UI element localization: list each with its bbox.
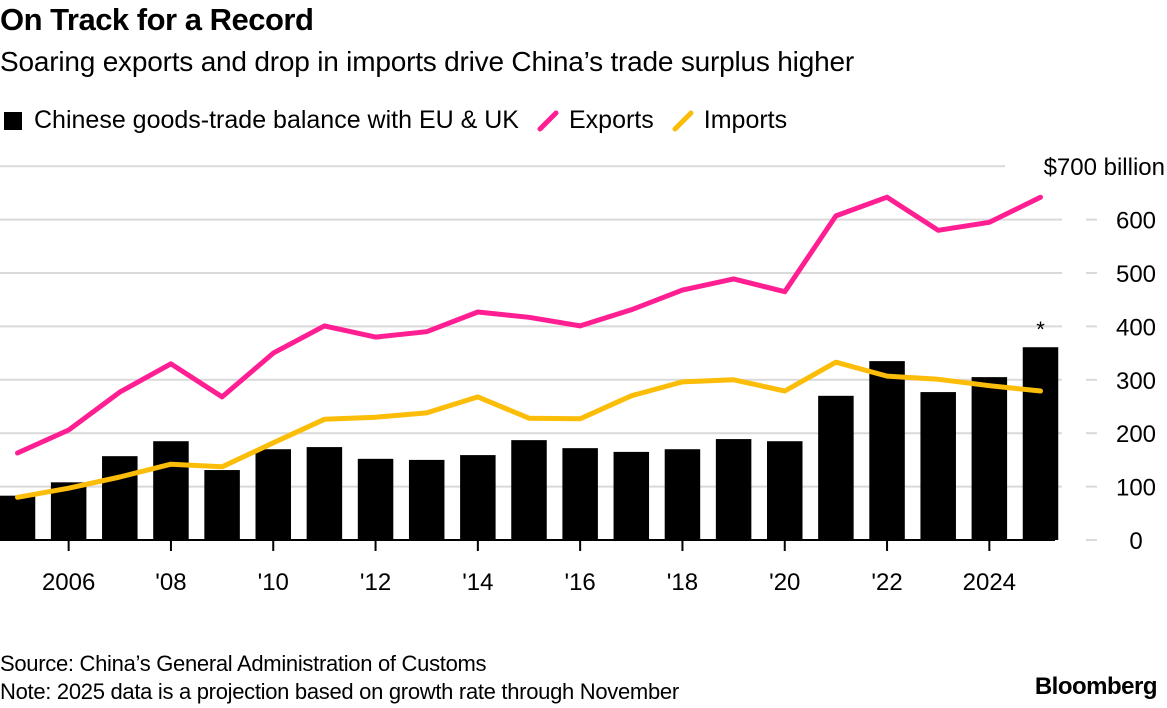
- bar: [511, 440, 547, 540]
- bar: [715, 439, 752, 540]
- chart-title: On Track for a Record: [0, 2, 314, 37]
- bar: [0, 495, 36, 540]
- legend-exports-line-icon: [537, 110, 559, 131]
- y-tick-label: 500: [1116, 261, 1156, 288]
- source-text: Source: China’s General Administration o…: [0, 651, 487, 676]
- bar: [408, 459, 445, 540]
- line-exports: [15, 194, 1043, 456]
- y-tick-label: $700 billion: [1044, 154, 1165, 181]
- x-tick-label: '10: [258, 569, 289, 596]
- x-tick-label: 2024: [963, 569, 1016, 596]
- chart-subtitle: Soaring exports and drop in imports driv…: [0, 46, 854, 77]
- x-tick-label: 2006: [42, 569, 95, 596]
- bar: [460, 455, 496, 540]
- legend-label-exports: Exports: [569, 106, 654, 134]
- y-tick-label: 400: [1116, 314, 1156, 341]
- bar: [153, 441, 189, 540]
- bar: [971, 377, 1008, 540]
- bar: [920, 392, 956, 540]
- x-tick-label: '12: [360, 569, 391, 596]
- x-tick-label: '22: [871, 569, 902, 596]
- y-tick-label: 0: [1129, 528, 1142, 555]
- bar: [664, 449, 701, 540]
- bar: [818, 395, 854, 540]
- legend-item-imports: Imports: [672, 106, 787, 135]
- legend: Chinese goods-trade balance with EU & UK…: [4, 106, 805, 135]
- bar-series: [0, 347, 1059, 540]
- line-series: [15, 194, 1043, 500]
- bar: [204, 470, 240, 540]
- y-tick-label: 100: [1116, 475, 1156, 502]
- legend-item-balance: Chinese goods-trade balance with EU & UK: [4, 106, 519, 135]
- bar: [767, 441, 803, 540]
- axes: 0 100 200 300 400 500 600 $700 billion 2006 '08 '1…: [0, 154, 1165, 596]
- bar: [306, 447, 343, 540]
- chart-plot: 0 100 200 300 400 500 600 $700 billion 2006 '08 '1…: [0, 154, 1165, 596]
- bar: [613, 451, 650, 540]
- annotations: *: [1036, 317, 1045, 342]
- bloomberg-logo: Bloomberg: [1034, 673, 1158, 700]
- note-text: Note: 2025 data is a projection based on…: [0, 679, 679, 704]
- projection-asterisk: *: [1036, 317, 1045, 342]
- bar: [255, 449, 291, 540]
- y-tick-label: 200: [1116, 421, 1156, 448]
- y-tick-label: 300: [1116, 368, 1156, 395]
- legend-label-balance: Chinese goods-trade balance with EU & UK: [34, 106, 519, 134]
- bar: [102, 456, 138, 540]
- legend-bar-swatch-icon: [4, 111, 22, 130]
- x-tick-label: '20: [769, 569, 800, 596]
- y-tick-label: 600: [1116, 208, 1156, 235]
- line-imports: [15, 359, 1043, 500]
- x-tick-label: '14: [462, 569, 493, 596]
- legend-imports-line-icon: [672, 110, 694, 131]
- source-notes: Source: China’s General Administration o…: [0, 650, 679, 706]
- legend-label-imports: Imports: [703, 106, 788, 134]
- bar: [869, 361, 905, 540]
- bar: [1022, 347, 1059, 540]
- x-tick-label: '16: [565, 569, 596, 596]
- x-tick-label: '18: [667, 569, 698, 596]
- bar: [562, 448, 598, 540]
- legend-item-exports: Exports: [537, 106, 654, 135]
- x-tick-label: '08: [155, 569, 186, 596]
- bar: [357, 458, 394, 540]
